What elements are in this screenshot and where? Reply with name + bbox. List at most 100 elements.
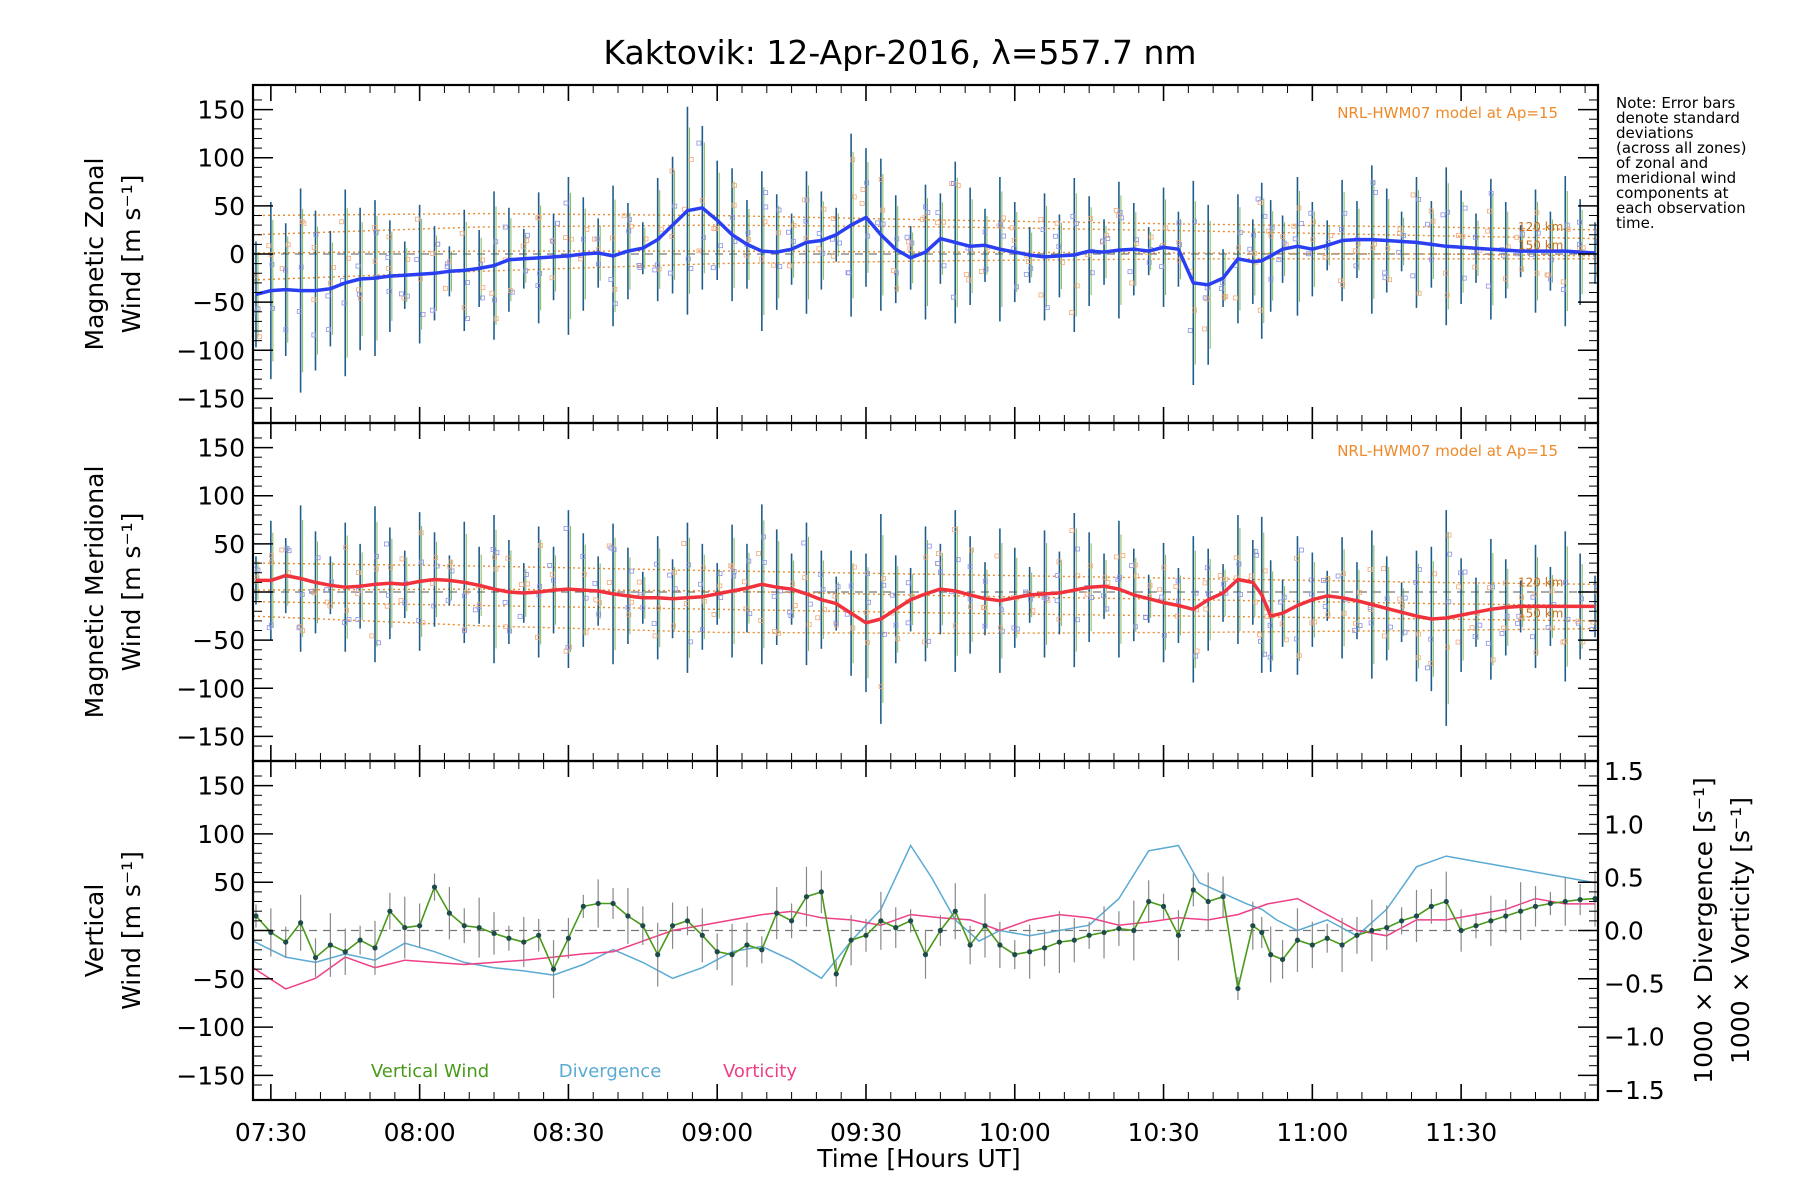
zone-sample (1262, 568, 1268, 574)
zone-sample (1589, 627, 1595, 632)
zone-sample (1503, 276, 1508, 282)
zone-sample (1279, 621, 1285, 627)
zone-sample (444, 264, 450, 270)
zone-sample (1487, 208, 1492, 214)
zone-sample (1519, 594, 1525, 600)
zone-sample (807, 601, 813, 607)
zone-sample (1596, 238, 1598, 244)
zone-sample (1253, 599, 1258, 605)
zone-sample (893, 622, 899, 628)
x-tick-label: 10:30 (1128, 1118, 1200, 1147)
zone-sample (1157, 587, 1163, 593)
zone-sample (718, 595, 724, 600)
zone-sample (1146, 259, 1152, 265)
vertical-wind-point (1547, 900, 1553, 907)
zone-sample (1281, 594, 1287, 600)
zone-sample (418, 530, 424, 536)
zone-sample (1381, 633, 1387, 639)
zone-sample (761, 559, 767, 565)
zone-sample (357, 295, 363, 301)
zone-sample (1193, 653, 1199, 659)
zone-sample (1069, 528, 1075, 534)
zone-sample (1425, 665, 1430, 671)
zone-sample (430, 581, 436, 586)
zone-sample (730, 215, 736, 220)
zone-sample (355, 591, 361, 597)
zone-sample (1532, 591, 1538, 597)
right-tick-label: 1.0 (1604, 810, 1644, 839)
zone-sample (652, 633, 658, 639)
zone-sample (1101, 593, 1106, 599)
zone-sample (343, 544, 349, 550)
zone-sample (763, 204, 769, 210)
zone-sample (669, 233, 675, 239)
zone-sample (741, 579, 747, 585)
zone-sample (1321, 578, 1326, 583)
zone-sample (1173, 584, 1179, 590)
zone-sample (889, 592, 895, 598)
zone-sample (1053, 233, 1058, 239)
note-line: each observation (1616, 199, 1746, 217)
zone-sample (1579, 596, 1584, 602)
vertical-wind-point (402, 925, 408, 931)
vorticity-line (253, 897, 1595, 990)
vertical-wind-point (1324, 935, 1330, 941)
vertical-wind-point (1532, 903, 1539, 909)
series-line (256, 573, 1595, 625)
zone-sample (1089, 595, 1094, 600)
zone-sample (1175, 578, 1181, 584)
zone-sample (549, 238, 555, 244)
zone-sample (1310, 236, 1316, 242)
zone-sample (1129, 280, 1135, 286)
zone-sample (444, 261, 450, 267)
zone-sample (967, 596, 973, 602)
zone-sample (373, 566, 379, 572)
zone-sample (1105, 236, 1111, 241)
zone-sample (327, 603, 333, 609)
vertical-wind-point (1294, 937, 1301, 943)
zone-sample (978, 268, 984, 274)
zone-sample (611, 547, 617, 552)
zone-sample (628, 223, 634, 229)
vertical-wind-point (595, 900, 601, 907)
zone-sample (803, 235, 809, 241)
vertical-wind-point (640, 923, 646, 929)
zone-sample (1174, 613, 1180, 619)
zone-sample (770, 262, 776, 268)
vertical-wind-point (655, 952, 661, 958)
zone-sample (1030, 608, 1036, 614)
zone-sample (1577, 241, 1582, 247)
zone-sample (1596, 263, 1598, 269)
zone-sample (355, 263, 361, 269)
zone-sample (583, 629, 589, 635)
zone-sample (966, 277, 972, 283)
vertical-wind-point (521, 939, 527, 945)
zone-sample (524, 238, 530, 243)
altitude-label: 150 km (1518, 239, 1563, 253)
zone-sample (1445, 209, 1451, 215)
zone-sample (1545, 625, 1551, 630)
zone-sample (431, 603, 437, 609)
zone-sample (1514, 234, 1520, 240)
zone-sample (1176, 239, 1182, 245)
zone-sample (941, 263, 947, 269)
zone-sample (652, 267, 658, 273)
zone-sample (640, 605, 646, 610)
zone-sample (547, 563, 553, 568)
zone-sample (583, 595, 589, 601)
zone-sample (449, 568, 455, 574)
zone-sample (1388, 624, 1393, 630)
model-label: NRL-HWM07 model at Ap=15 (1337, 104, 1558, 122)
x-tick-label: 08:00 (384, 1118, 456, 1147)
zone-sample (698, 581, 703, 587)
zone-sample (816, 231, 822, 236)
vertical-wind-point (1592, 896, 1598, 902)
zone-sample (285, 242, 291, 248)
vertical-wind-point (1339, 942, 1345, 948)
vertical-wind-point (1056, 939, 1063, 945)
vertical-wind-point (1071, 937, 1077, 943)
zone-sample (591, 236, 597, 242)
zone-sample (881, 631, 887, 637)
zone-sample (419, 559, 424, 565)
zone-sample (341, 300, 347, 306)
